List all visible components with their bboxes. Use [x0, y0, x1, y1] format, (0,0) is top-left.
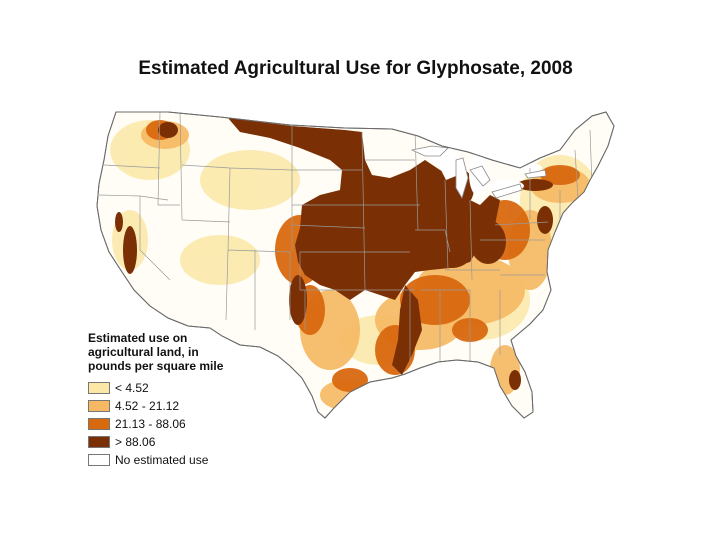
legend-item-none: No estimated use [88, 451, 288, 469]
legend-swatch [88, 436, 110, 448]
legend-label: 4.52 - 21.12 [115, 399, 180, 413]
legend-label: 21.13 - 88.06 [115, 417, 186, 431]
legend-swatch [88, 400, 110, 412]
legend-label: > 88.06 [115, 435, 156, 449]
great-lakes [410, 145, 547, 199]
legend-swatch [88, 418, 110, 430]
legend-title: Estimated use on agricultural land, in p… [88, 331, 288, 373]
legend-item-lowest: < 4.52 [88, 379, 288, 397]
legend-title-line: agricultural land, in [88, 345, 199, 359]
us-border [96, 111, 615, 419]
legend-label: No estimated use [115, 453, 209, 467]
legend-swatch [88, 382, 110, 394]
legend-swatch [88, 454, 110, 466]
legend-label: < 4.52 [115, 381, 149, 395]
legend-title-line: pounds per square mile [88, 359, 224, 373]
legend: Estimated use on agricultural land, in p… [88, 331, 288, 469]
legend-item-low: 4.52 - 21.12 [88, 397, 288, 415]
legend-item-medium: 21.13 - 88.06 [88, 415, 288, 433]
legend-title-line: Estimated use on [88, 331, 188, 345]
legend-item-high: > 88.06 [88, 433, 288, 451]
map-title: Estimated Agricultural Use for Glyphosat… [138, 58, 573, 79]
state-borders [98, 112, 593, 362]
